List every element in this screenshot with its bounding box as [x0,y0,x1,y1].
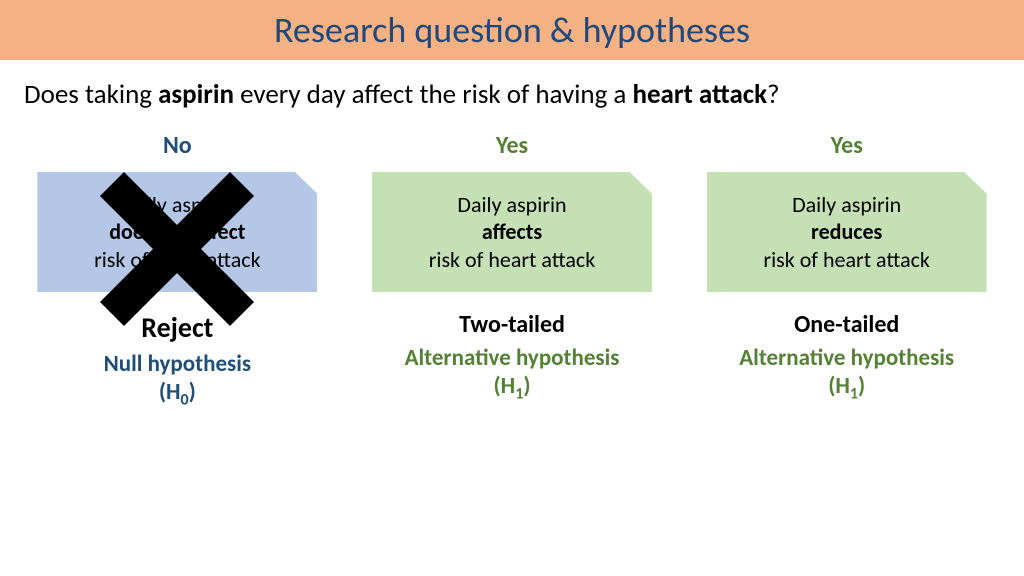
col-one-tailed: Yes Daily aspirin reduces risk of heart … [693,131,1000,409]
card-null: Daily aspirin does not affect risk of he… [37,172,317,292]
top-label-yes2: Yes [831,131,863,160]
hyp-alt2: Alternative hypothesis (H1) [739,345,954,403]
top-label-no: No [163,131,192,160]
research-question: Does taking aspirin every day affect the… [24,78,1000,111]
top-label-yes1: Yes [496,131,528,160]
card-one-tailed-text: Daily aspirin reduces risk of heart atta… [745,183,948,282]
card-null-text: Daily aspirin does not affect risk of he… [76,183,279,282]
col-null: No Daily aspirin does not affect risk of… [24,131,331,409]
hyp-alt1: Alternative hypothesis (H1) [405,345,620,403]
col-two-tailed: Yes Daily aspirin affects risk of heart … [359,131,666,409]
hyp-null: Null hypothesis (H0) [104,351,251,409]
tail-one: One-tailed [794,310,899,339]
slide-title: Research question & hypotheses [274,8,750,52]
card-two-tailed: Daily aspirin affects risk of heart atta… [372,172,652,292]
slide-header: Research question & hypotheses [0,0,1024,60]
card-two-tailed-text: Daily aspirin affects risk of heart atta… [411,183,614,282]
hypothesis-columns: No Daily aspirin does not affect risk of… [0,131,1024,409]
tail-reject: Reject [141,310,213,345]
card-one-tailed: Daily aspirin reduces risk of heart atta… [707,172,987,292]
tail-two: Two-tailed [459,310,565,339]
